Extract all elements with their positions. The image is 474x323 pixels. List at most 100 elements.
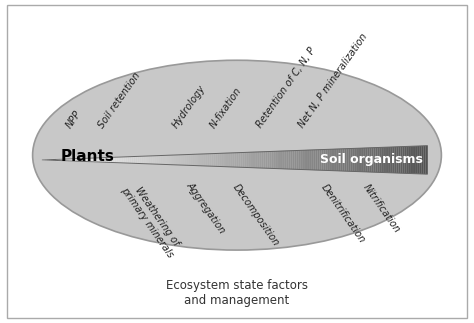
Polygon shape — [250, 152, 252, 168]
Polygon shape — [399, 147, 401, 173]
Polygon shape — [323, 149, 325, 171]
Polygon shape — [213, 153, 215, 167]
Polygon shape — [159, 155, 162, 165]
Polygon shape — [418, 146, 420, 174]
Polygon shape — [331, 149, 333, 171]
Polygon shape — [343, 149, 345, 171]
Polygon shape — [281, 151, 283, 169]
Polygon shape — [84, 158, 86, 162]
Polygon shape — [231, 152, 233, 167]
Polygon shape — [204, 153, 206, 166]
Polygon shape — [63, 159, 65, 162]
Polygon shape — [275, 151, 277, 169]
Polygon shape — [219, 153, 221, 167]
Polygon shape — [65, 158, 67, 162]
Polygon shape — [354, 148, 356, 172]
Polygon shape — [108, 157, 109, 163]
Polygon shape — [140, 156, 142, 164]
Polygon shape — [188, 154, 191, 166]
Polygon shape — [211, 153, 213, 167]
Polygon shape — [308, 150, 310, 170]
Polygon shape — [96, 157, 98, 162]
Polygon shape — [252, 152, 254, 168]
Polygon shape — [348, 148, 350, 172]
Polygon shape — [98, 157, 100, 162]
Text: Soil retention: Soil retention — [96, 70, 142, 130]
Polygon shape — [410, 146, 412, 174]
Text: Denitrification: Denitrification — [319, 182, 367, 245]
Polygon shape — [75, 158, 77, 162]
Polygon shape — [416, 146, 418, 174]
Polygon shape — [135, 156, 137, 164]
Polygon shape — [346, 149, 348, 172]
Polygon shape — [350, 148, 352, 172]
Polygon shape — [265, 151, 267, 169]
Polygon shape — [44, 159, 46, 161]
Polygon shape — [391, 147, 393, 173]
Polygon shape — [165, 155, 167, 165]
Polygon shape — [244, 152, 246, 168]
Polygon shape — [269, 151, 271, 169]
Polygon shape — [358, 148, 360, 172]
Polygon shape — [246, 152, 248, 168]
Polygon shape — [175, 154, 177, 165]
Polygon shape — [401, 147, 402, 173]
Polygon shape — [287, 151, 289, 169]
Polygon shape — [240, 152, 242, 168]
Polygon shape — [164, 155, 165, 165]
Polygon shape — [52, 159, 54, 161]
Polygon shape — [148, 155, 150, 164]
Polygon shape — [375, 147, 377, 172]
Polygon shape — [113, 157, 115, 163]
Polygon shape — [381, 147, 383, 172]
Polygon shape — [115, 157, 117, 163]
Polygon shape — [225, 153, 227, 167]
Polygon shape — [61, 159, 63, 161]
Polygon shape — [379, 147, 381, 172]
Polygon shape — [215, 153, 217, 167]
Polygon shape — [296, 150, 298, 170]
Polygon shape — [111, 157, 113, 163]
Polygon shape — [186, 154, 188, 166]
Polygon shape — [206, 153, 208, 166]
Polygon shape — [71, 158, 73, 162]
Polygon shape — [310, 150, 312, 170]
Polygon shape — [294, 150, 296, 170]
Text: Ecosystem state factors
and management: Ecosystem state factors and management — [166, 279, 308, 307]
Polygon shape — [314, 150, 316, 170]
Polygon shape — [137, 156, 138, 164]
Polygon shape — [104, 157, 106, 163]
Polygon shape — [119, 157, 121, 163]
Polygon shape — [298, 150, 300, 170]
Polygon shape — [130, 156, 133, 164]
Polygon shape — [196, 154, 198, 166]
Polygon shape — [100, 157, 101, 163]
Polygon shape — [412, 146, 414, 174]
Polygon shape — [90, 158, 92, 162]
Polygon shape — [200, 154, 202, 166]
Polygon shape — [397, 147, 399, 173]
Polygon shape — [208, 153, 210, 166]
Polygon shape — [184, 154, 186, 166]
Polygon shape — [337, 149, 339, 171]
Text: Retention of C, N, P: Retention of C, N, P — [255, 46, 317, 130]
Polygon shape — [198, 154, 200, 166]
Text: Net N, P mineralization: Net N, P mineralization — [296, 32, 369, 130]
Polygon shape — [162, 155, 164, 165]
Polygon shape — [383, 147, 385, 173]
Polygon shape — [422, 146, 424, 174]
Text: NPP: NPP — [64, 109, 83, 130]
Polygon shape — [329, 149, 331, 171]
Polygon shape — [221, 153, 223, 167]
Polygon shape — [258, 151, 260, 168]
Polygon shape — [57, 159, 59, 161]
Polygon shape — [106, 157, 108, 163]
Polygon shape — [291, 151, 292, 169]
Polygon shape — [366, 148, 368, 172]
Polygon shape — [426, 146, 428, 174]
Polygon shape — [408, 146, 410, 173]
Polygon shape — [420, 146, 422, 174]
Polygon shape — [48, 159, 50, 161]
Polygon shape — [223, 153, 225, 167]
Polygon shape — [277, 151, 279, 169]
